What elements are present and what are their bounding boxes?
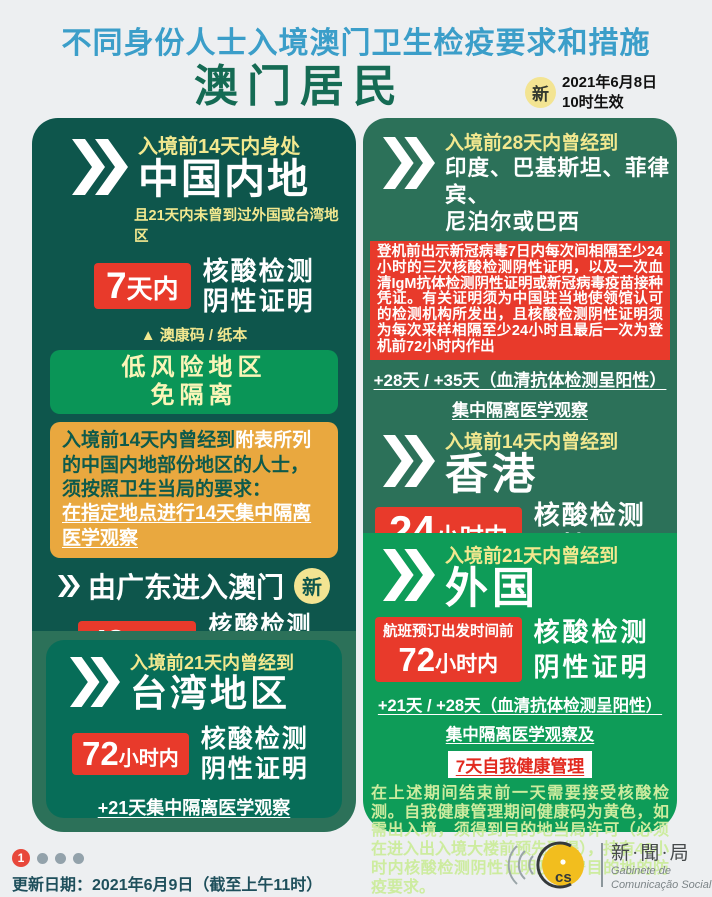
high-risk-and-hongkong-section: 入境前28天内曾经到 印度、巴基斯坦、菲律宾、 尼泊尔或巴西 登机前出示新冠病毒… (363, 118, 677, 593)
taiwan-title: 台湾地区 (130, 673, 290, 714)
taiwan-quarantine-note: +21天集中隔离医学观察 (97, 798, 291, 818)
page-dot-current[interactable]: 1 (12, 849, 30, 867)
double-chevron-icon (383, 128, 435, 198)
double-chevron-icon (383, 541, 435, 609)
guangdong-header: 由广东进入澳门 新 (32, 566, 356, 606)
page-dot[interactable] (37, 852, 48, 864)
foreign-test-line2: 阴性证明 (533, 651, 650, 682)
foreign-quarantine-line2: 集中隔离医学观察及 (445, 726, 595, 745)
logo-mark-letters: cs (555, 869, 572, 886)
logo-portuguese-line2: Comunicação Social (611, 878, 712, 891)
hongkong-test-line1: 核酸检测 (533, 500, 646, 531)
poster-title: 不同身份人士入境澳门卫生检疫要求和措施 (61, 27, 651, 60)
orange-rest: 的中国内地部份地区的人士，须按照卫生当局的要求： (62, 454, 310, 500)
taiwan-time-limit-badge: 72 小时内 (72, 733, 189, 775)
highrisk-quarantine-line2: 集中隔离医学观察 (452, 401, 588, 421)
guangdong-title: 由广东进入澳门 (87, 571, 284, 603)
mainland-test-line2: 阴性证明 (202, 286, 315, 317)
taiwan-section: 入境前21天内曾经到 台湾地区 72 小时内 核酸检测 阴性证明 +21天集中隔离… (46, 640, 342, 818)
time-value: 72 (398, 641, 436, 679)
foreign-precondition: 入境前21天内曾经到 (445, 546, 619, 567)
orange-pre: 入境前14天内曾经到 (62, 430, 236, 452)
hongkong-title: 香港 (445, 451, 539, 500)
highrisk-precondition: 入境前28天内曾经到 (445, 133, 619, 154)
taiwan-precondition: 入境前21天内曾经到 (130, 653, 295, 673)
gcs-logo: cs 新·聞·局 Gabinete de Comunicação Social (505, 838, 711, 892)
double-chevron-icon (58, 572, 80, 600)
highrisk-countries-line2: 尼泊尔或巴西 (445, 209, 581, 234)
highrisk-quarantine-line1: +28天 / +35天（血清抗体检测呈阳性） (373, 371, 667, 391)
page-dot[interactable] (55, 852, 66, 864)
new-badge-icon: 新 (525, 77, 556, 108)
page-dot[interactable] (73, 852, 84, 864)
logo-chinese-name: 新·聞·局 (611, 843, 691, 865)
left-column: 入境前14天内身处 中国内地 且21天内未曾到过外国或台湾地区 7 天内 核酸检测… (32, 118, 356, 832)
time-unit: 天内 (126, 274, 179, 305)
foreign-title: 外国 (445, 565, 539, 613)
foreign-extra-note: 在上述期间结束前一天需要接受核酸检测。自我健康管理期间健康码为黄色，如需出入境，… (371, 785, 669, 896)
foreign-test-line1: 核酸检测 (533, 616, 650, 647)
lowrisk-line2: 免隔离 (150, 382, 238, 410)
mainland-precondition: 入境前14天内身处 (138, 136, 301, 158)
foreign-time-limit-badge: 航班预订出发时间前 72 小时内 (375, 617, 522, 683)
double-chevron-icon (383, 427, 435, 495)
mainland-time-limit-badge: 7 天内 (94, 263, 191, 310)
flight-departure-note: 航班预订出发时间前 (383, 624, 514, 641)
listed-areas-notice-box: 入境前14天内曾经到附表所列的中国内地部份地区的人士，须按照卫生当局的要求： 在… (50, 422, 338, 558)
double-chevron-icon (70, 649, 120, 715)
effective-date-line2: 10时生效 (562, 93, 624, 111)
macau-health-code-note: ▲ 澳康码 / 纸本 (140, 327, 248, 345)
low-risk-no-quarantine-box: 低风险地区 免隔离 (50, 350, 338, 415)
time-unit: 小时内 (118, 748, 179, 770)
poster-subtitle: 澳门居民 (194, 62, 406, 111)
self-health-management-badge: 7天自我健康管理 (447, 751, 593, 779)
mainland-title: 中国内地 (138, 156, 310, 202)
update-date: 更新日期：2021年6月9日（截至上午11时） (12, 877, 323, 894)
logo-divider (601, 843, 603, 887)
time-value: 7 (106, 265, 127, 307)
taiwan-section-frame: 入境前21天内曾经到 台湾地区 72 小时内 核酸检测 阴性证明 +21天集中隔离… (32, 631, 356, 832)
quarantine-14d-link-text: 在指定地点进行14天集中隔离医学观察 (62, 503, 312, 549)
highrisk-countries-line1: 印度、巴基斯坦、菲律宾、 (445, 156, 671, 207)
double-chevron-icon (72, 130, 128, 204)
foreign-quarantine-line1: +21天 / +28天（血清抗体检测呈阳性） (377, 697, 663, 716)
hongkong-precondition: 入境前14天内曾经到 (445, 432, 619, 454)
page-indicator: 1 (12, 849, 84, 867)
orange-highlight: 附表所列 (235, 430, 312, 452)
taiwan-test-line2: 阴性证明 (200, 755, 309, 783)
mainland-section: 入境前14天内身处 中国内地 且21天内未曾到过外国或台湾地区 7 天内 核酸检测… (32, 118, 356, 746)
effective-date: 2021年6月8日 10时生效 (562, 73, 657, 112)
mainland-subcondition: 且21天内未曾到过外国或台湾地区 (134, 207, 339, 245)
logo-portuguese-line1: Gabinete de (611, 865, 671, 878)
gcs-logo-icon: cs (507, 841, 584, 889)
effective-date-line1: 2021年6月8日 (562, 74, 658, 91)
mainland-test-line1: 核酸检测 (202, 255, 315, 286)
right-column: 入境前28天内曾经到 印度、巴基斯坦、菲律宾、 尼泊尔或巴西 登机前出示新冠病毒… (363, 118, 677, 896)
boarding-requirement-box: 登机前出示新冠病毒7日内每次间相隔至少24小时的三次核酸检测阴性证明，以及一次血… (370, 240, 670, 361)
taiwan-test-line1: 核酸检测 (200, 725, 309, 753)
foreign-section: 入境前21天内曾经到 外国 航班预订出发时间前 72 小时内 核酸检测 阴性证明 … (363, 533, 677, 896)
lowrisk-line1: 低风险地区 (121, 354, 267, 382)
new-badge-icon: 新 (294, 567, 330, 604)
time-unit: 小时内 (435, 653, 499, 677)
time-value: 72 (82, 735, 119, 772)
